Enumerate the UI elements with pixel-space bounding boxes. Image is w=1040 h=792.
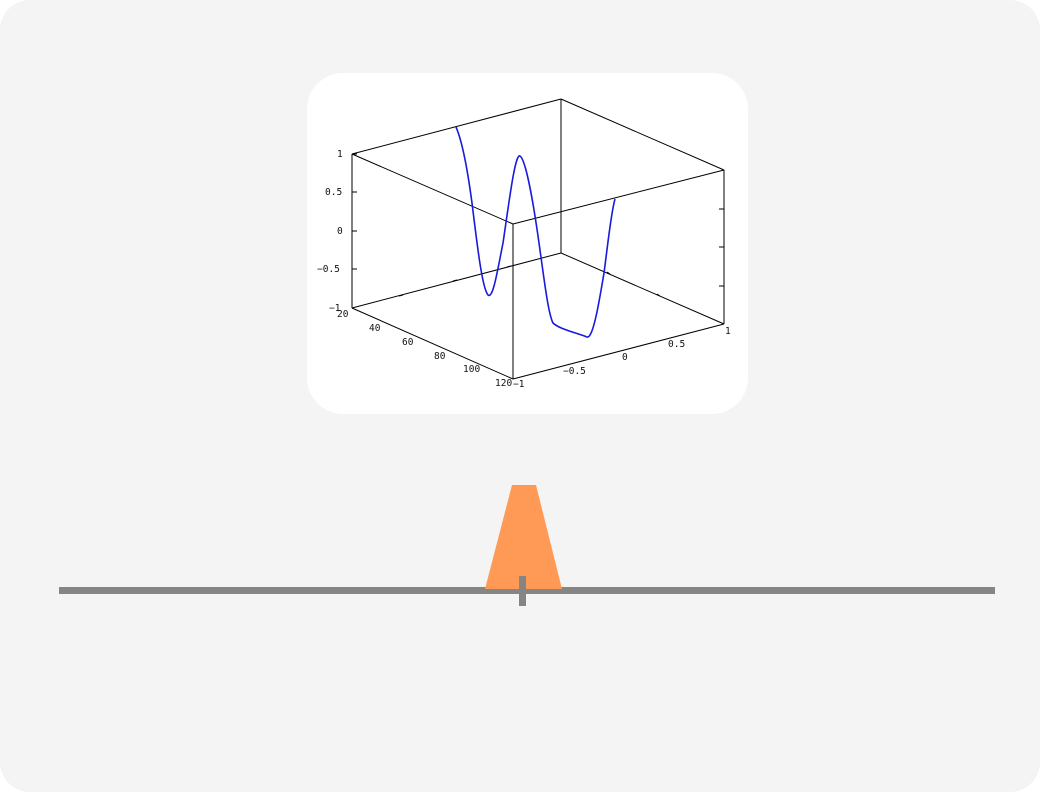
- z-tick-label: −1: [329, 303, 341, 314]
- surface-plot-3d: 1 0.5 0 −0.5 −1 20 40 60 80 100 120 −1 −…: [317, 98, 731, 390]
- slider-center-tick: [519, 576, 526, 606]
- x-tick-label: 120: [495, 378, 512, 389]
- box-edge-floor-front-right: [512, 323, 725, 380]
- z-tick-label: −0.5: [317, 264, 340, 275]
- slider-track[interactable]: [59, 587, 995, 594]
- box-edge-floor-back-right: [560, 252, 725, 325]
- plot-card: 1 0.5 0 −0.5 −1 20 40 60 80 100 120 −1 −…: [307, 73, 748, 414]
- box-edge-front-top-left: [351, 153, 514, 225]
- x-tick-label: 20: [337, 309, 349, 320]
- slider-thumb-shape[interactable]: [485, 485, 562, 589]
- y-tick-label: −0.5: [563, 366, 586, 377]
- box-edge-back-right: [560, 98, 725, 171]
- x-tick-label: 80: [434, 351, 446, 362]
- x-tick-label: 60: [402, 337, 414, 348]
- timeline-slider[interactable]: [55, 480, 1000, 610]
- y-tick-label: 0: [622, 352, 628, 363]
- box-edge-back-top: [351, 98, 562, 155]
- box-edge-front-top-right: [512, 169, 725, 225]
- z-tick-label: 0.5: [325, 187, 342, 198]
- box-edge-floor-front-left: [351, 307, 514, 380]
- x-tick-label: 40: [369, 323, 381, 334]
- plot-curve: [455, 126, 616, 338]
- y-tick-label: −1: [513, 379, 525, 390]
- x-tick-label: 100: [463, 364, 480, 375]
- z-tick-label: 0: [337, 226, 343, 237]
- y-tick-label: 0.5: [668, 339, 685, 350]
- slider-thumb[interactable]: [485, 485, 562, 589]
- y-tick-label: 1: [725, 326, 731, 337]
- z-tick-label: 1: [337, 149, 343, 160]
